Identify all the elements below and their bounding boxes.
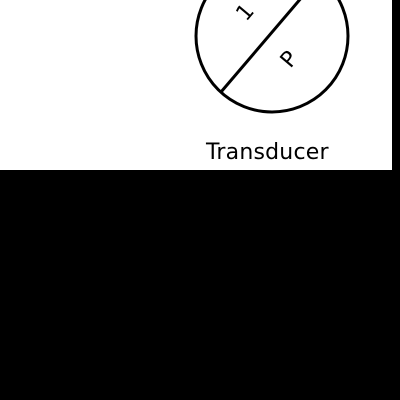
transducer-symbol: 1 P xyxy=(194,0,350,114)
transducer-divider-line xyxy=(219,0,302,93)
transducer-caption: Transducer xyxy=(206,140,329,165)
lower-label: P xyxy=(276,47,304,73)
transducer-circle xyxy=(194,0,350,114)
upper-label: 1 xyxy=(232,0,260,26)
blank-area xyxy=(0,170,400,400)
right-edge-strip xyxy=(392,0,400,170)
